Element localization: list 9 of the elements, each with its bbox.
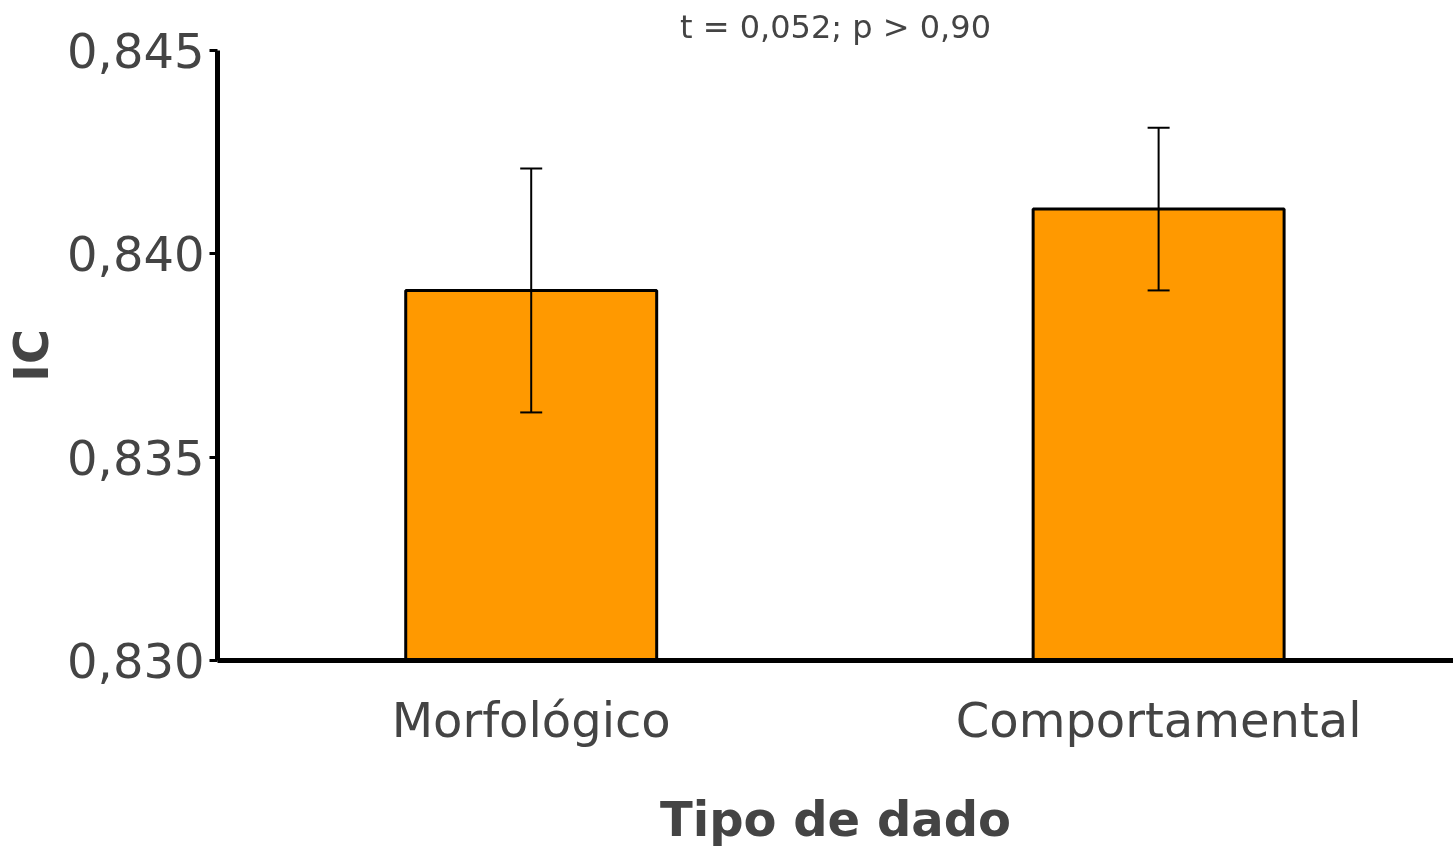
y-tick-label: 0,835 — [67, 429, 205, 486]
x-tick-label: Morfológico — [391, 691, 671, 748]
x-axis-title: Tipo de dado — [660, 790, 1011, 847]
y-tick-label: 0,830 — [67, 633, 205, 689]
text: t = 0,052; p > 0,90 — [680, 7, 991, 46]
y-tick-label: 0,845 — [67, 23, 205, 79]
y-tick-label: 0,840 — [67, 226, 205, 283]
y-axis-title: IC — [3, 328, 60, 383]
x-tick-label: Comportamental — [955, 691, 1362, 748]
